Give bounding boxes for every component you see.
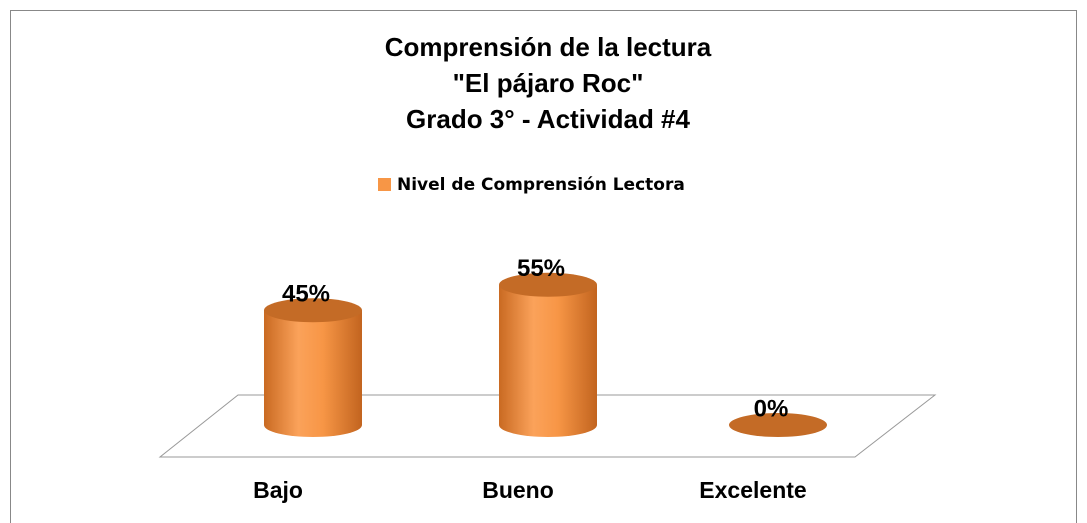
bar: [499, 284, 597, 437]
bar: [264, 310, 362, 437]
legend-label: Nivel de Comprensión Lectora: [397, 175, 685, 195]
chart-title: "El pájaro Roc": [453, 68, 644, 98]
bar-top: [264, 298, 362, 323]
x-tick-label: Bajo: [253, 477, 303, 503]
chart-title: Comprensión de la lectura: [385, 32, 712, 62]
data-label: 0%: [754, 395, 789, 422]
legend-swatch: [378, 178, 391, 191]
x-tick-label: Bueno: [482, 477, 554, 503]
data-label: 45%: [282, 281, 330, 308]
data-label: 55%: [517, 255, 565, 282]
chart-title: Grado 3° - Actividad #4: [406, 104, 690, 134]
bar-top: [729, 413, 827, 437]
x-tick-label: Excelente: [699, 477, 806, 503]
bar-top: [499, 272, 597, 297]
